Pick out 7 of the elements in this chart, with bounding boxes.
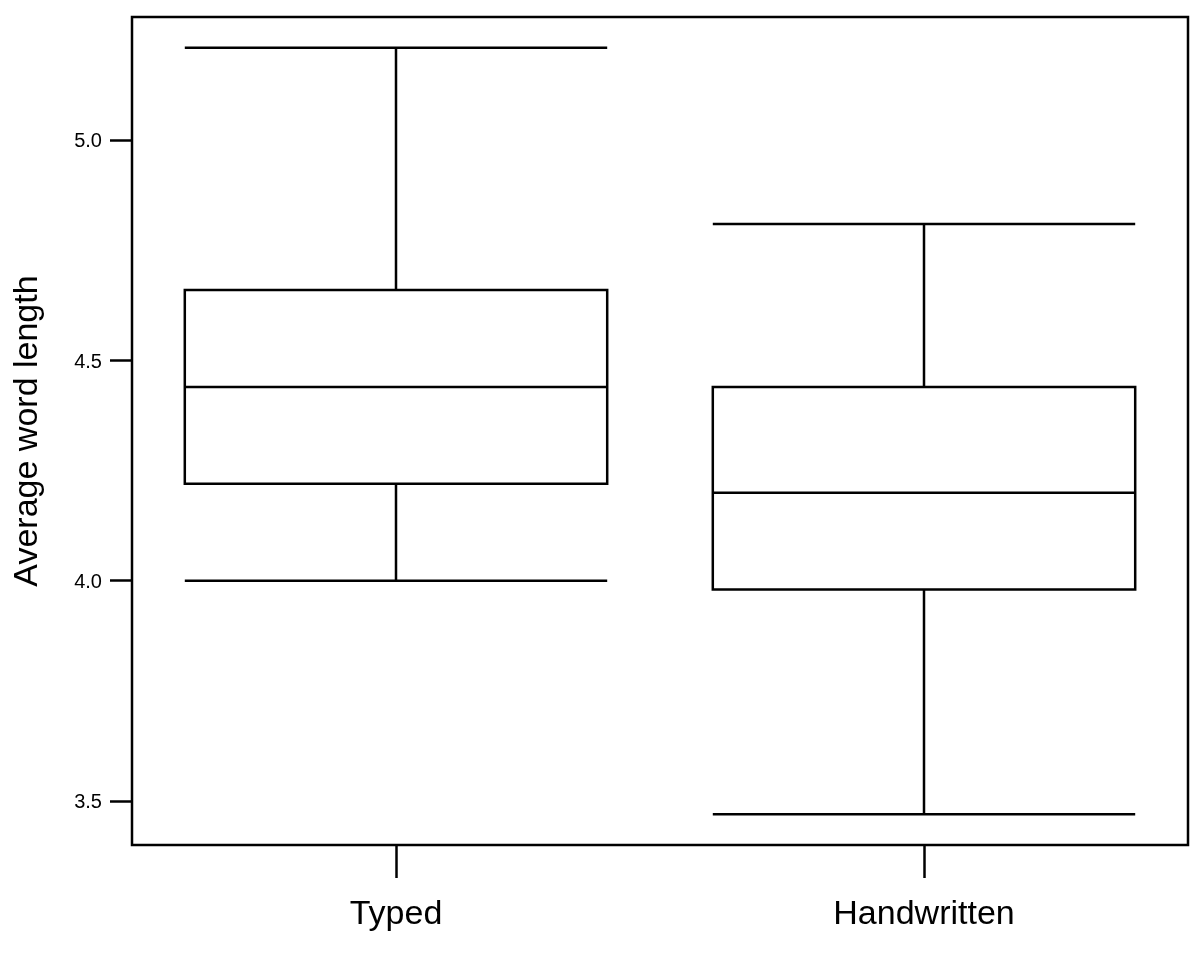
y-tick-label: 5.0 xyxy=(74,129,102,152)
y-tick-label: 4.0 xyxy=(74,569,102,592)
y-tick-label: 4.5 xyxy=(74,349,102,372)
y-tick-label: 3.5 xyxy=(74,789,102,812)
y-axis-title: Average word length xyxy=(6,275,44,587)
x-tick-label: Handwritten xyxy=(833,893,1015,931)
x-tick-label: Typed xyxy=(349,893,443,931)
